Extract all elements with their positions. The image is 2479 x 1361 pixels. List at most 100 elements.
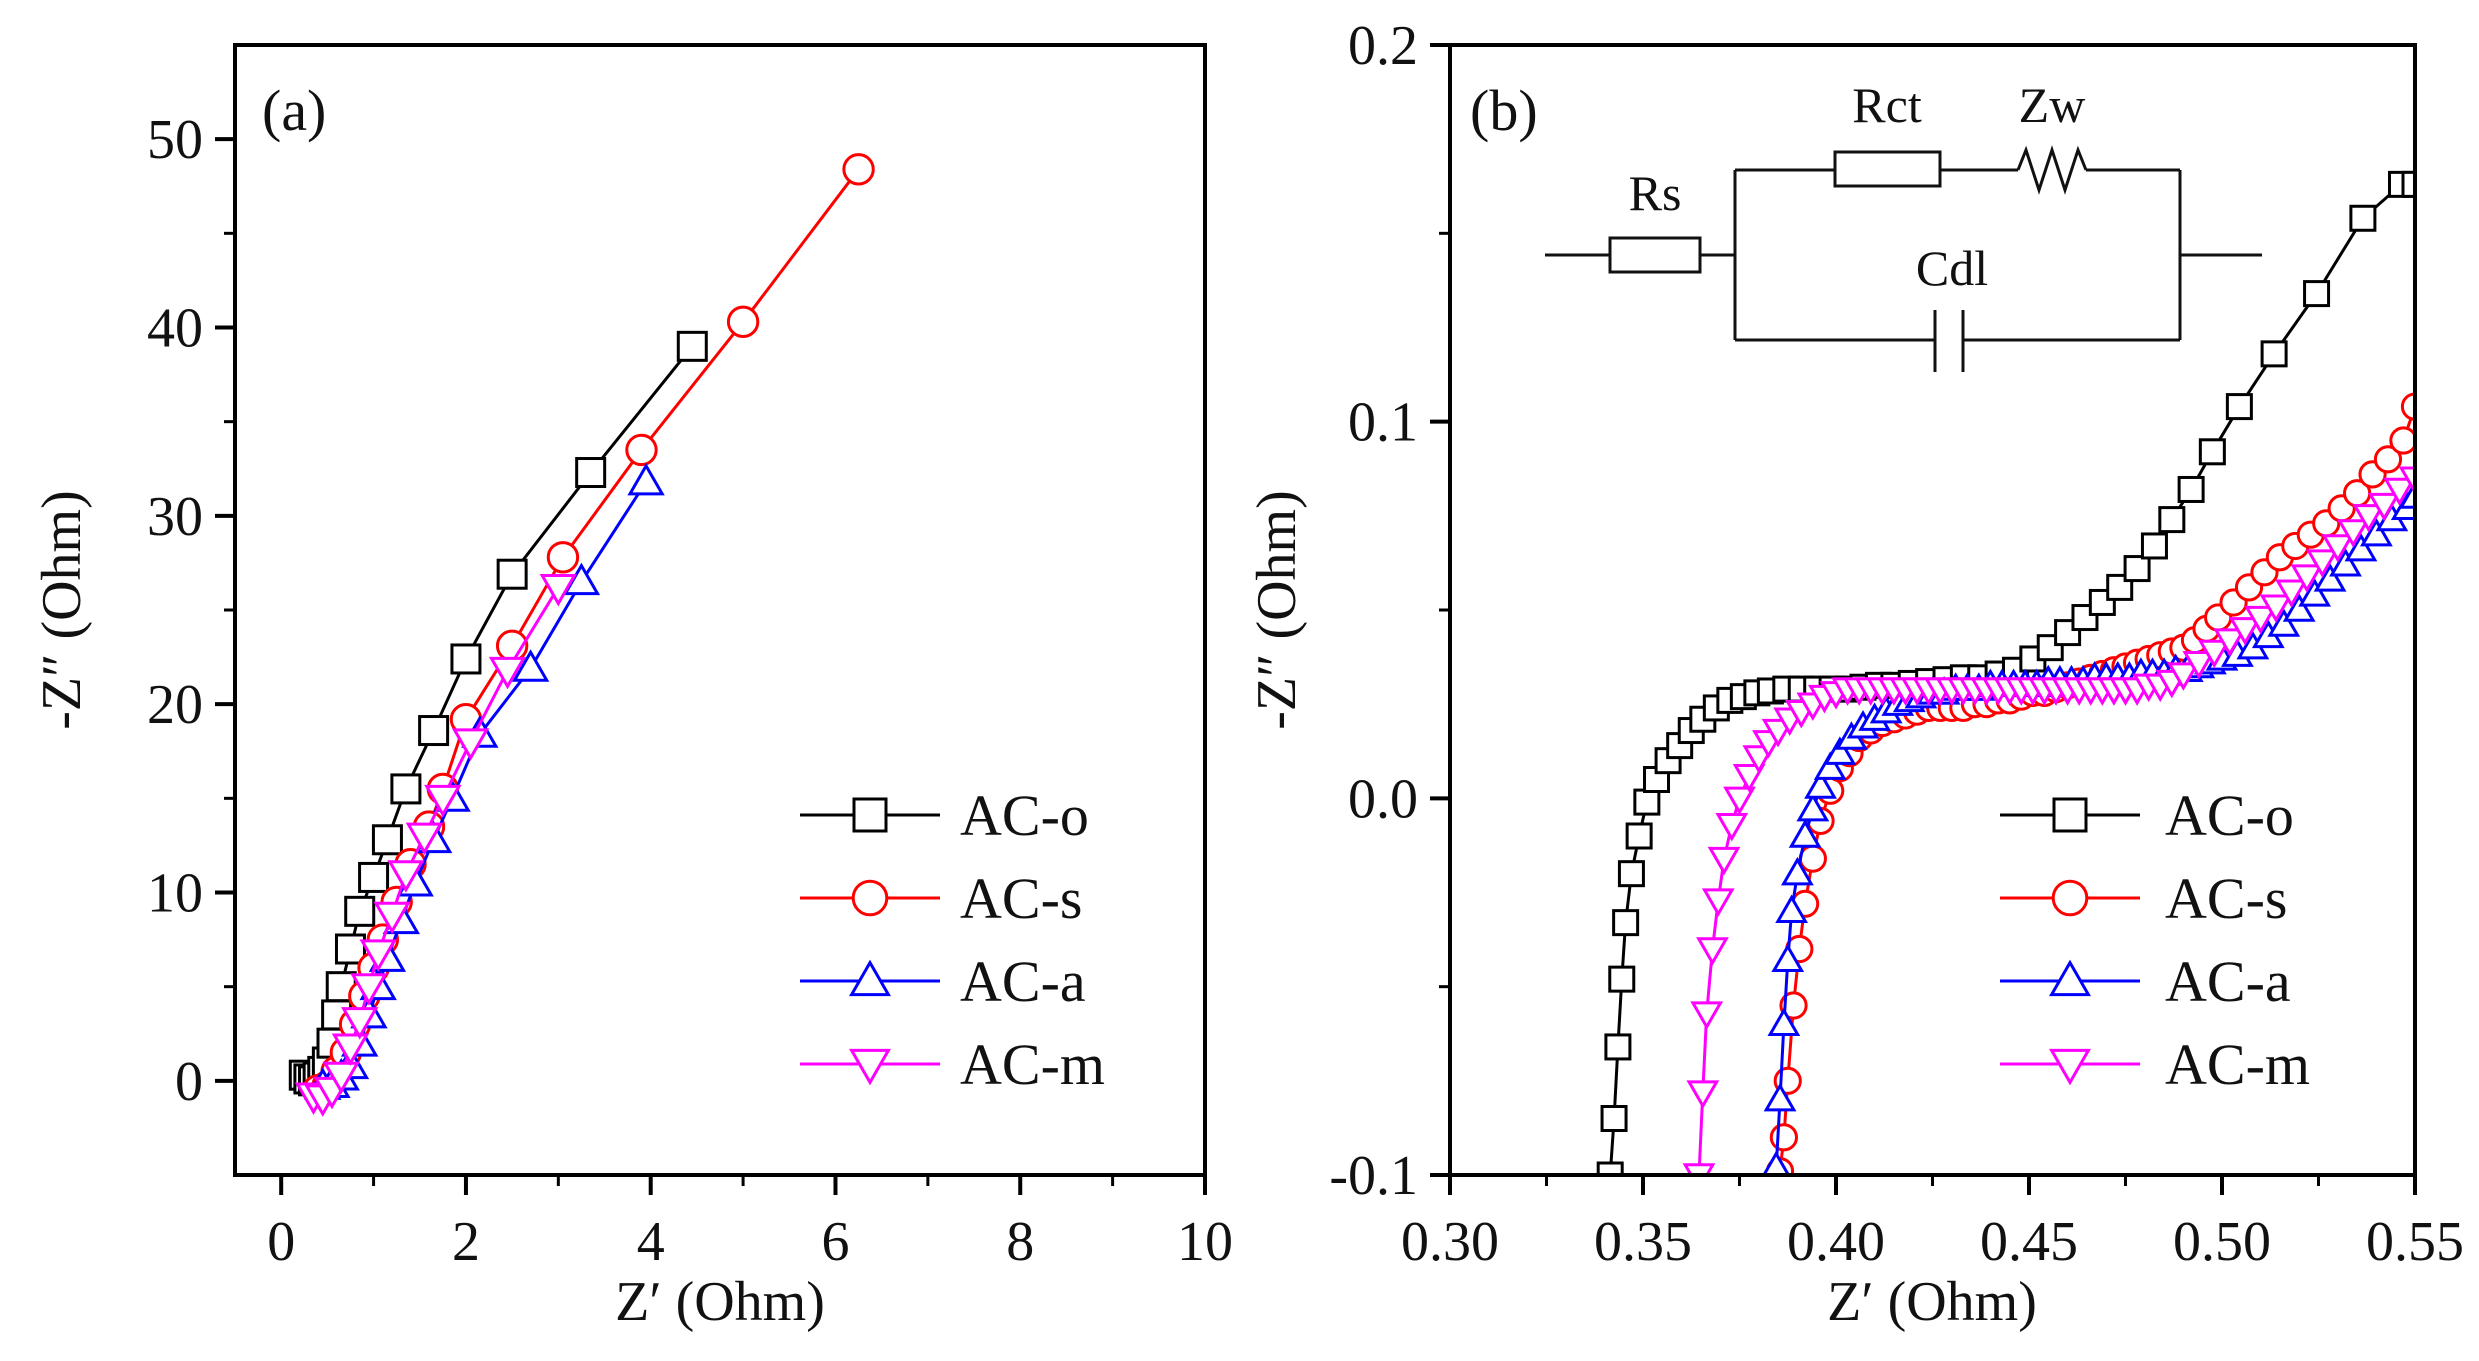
data-point-a-1-16 (726, 305, 760, 339)
data-point-b-3-52 (2259, 594, 2293, 624)
legend-marker-a-2 (849, 959, 891, 997)
legend-marker-b-0 (2052, 797, 2088, 833)
data-point-b-1-54 (2389, 426, 2415, 455)
data-point-a-3-7 (359, 939, 397, 972)
data-point-b-0-0 (1596, 1161, 1624, 1175)
data-point-b-3-4 (1701, 888, 1735, 917)
data-point-a-3-4 (331, 1033, 370, 1067)
data-point-b-3-1 (1686, 1080, 1720, 1109)
data-point-a-3-3 (322, 1061, 360, 1095)
circuit-label-rct: Rct (1852, 77, 1922, 133)
y-tick-label-a-4: 40 (147, 298, 203, 360)
y-tick-label-a-3: 30 (147, 486, 203, 548)
x-axis-label-b: Z′ (Ohm) (1827, 1271, 2037, 1333)
y-tick-label-a-2: 20 (147, 674, 203, 736)
data-point-b-2-53 (2360, 517, 2393, 547)
data-point-b-3-55 (2305, 549, 2339, 578)
data-point-b-3-59 (2367, 492, 2401, 522)
plot-b-ticks: 0.30 0.35 0.40 0.45 0.50 0.55 -0.1 0.0 0.1 0.2 (1329, 15, 2464, 1273)
data-point-b-0-40 (2140, 532, 2168, 560)
data-point-a-0-13 (390, 773, 422, 805)
data-point-b-2-1 (1763, 1082, 1797, 1112)
legend-marker-b-1 (2051, 879, 2089, 917)
data-point-b-0-7 (1633, 788, 1661, 816)
plot-a-data-layer (288, 153, 875, 1117)
data-point-b-1-1 (1769, 1123, 1798, 1152)
circuit-label-zw: Zw (2019, 77, 2086, 133)
data-point-b-0-39 (2123, 555, 2151, 583)
data-point-a-0-10 (344, 895, 376, 927)
y-tick-label-a-1: 10 (147, 863, 203, 925)
data-point-b-1-53 (2373, 445, 2403, 474)
panel-b: 0.30 0.35 0.40 0.45 0.50 0.55 -0.1 0.0 0.1 0.2 (b… (1246, 15, 2464, 1333)
x-tick-label-a-1: 2 (452, 1211, 480, 1273)
data-point-b-2-9 (1813, 751, 1847, 780)
panel-label-a: (a) (262, 78, 326, 143)
data-point-b-0-43 (2198, 438, 2226, 466)
x-tick-label-a-2: 4 (637, 1211, 665, 1273)
data-point-a-0-18 (676, 330, 708, 362)
data-point-b-1-3 (1779, 991, 1808, 1020)
data-point-a-3-6 (350, 973, 388, 1006)
y-tick-label-b-1: 0.0 (1348, 768, 1418, 830)
panel-a: 0 2 4 6 8 10 0 10 20 30 40 50 (a) Z′ (Ohm) -Z″ (Ohm… (31, 43, 1233, 1333)
data-point-b-2-7 (1796, 792, 1830, 822)
data-point-a-0-14 (418, 715, 450, 747)
data-point-b-2-56 (2398, 480, 2415, 509)
data-point-a-3-13 (488, 656, 527, 690)
data-point-a-2-15 (627, 462, 665, 496)
data-point-b-3-8 (1732, 764, 1766, 793)
data-point-b-2-3 (1771, 943, 1805, 972)
data-point-b-2-50 (2313, 563, 2347, 592)
series-group-a (288, 153, 875, 1117)
data-point-a-1-15 (625, 433, 658, 467)
data-point-a-3-5 (341, 1007, 379, 1040)
legend-b: AC-o AC-s AC-a AC-m (2000, 783, 2310, 1097)
legend-label-b-0: AC-o (2165, 783, 2294, 848)
y-tick-label-a-5: 50 (147, 109, 203, 171)
y-axis-label-a: -Z″ (Ohm) (31, 490, 93, 729)
resistor-rs-symbol (1608, 236, 1702, 274)
data-point-b-2-5 (1781, 856, 1814, 886)
data-point-b-2-0 (1762, 1150, 1791, 1175)
data-point-b-2-10 (1823, 736, 1857, 765)
data-point-b-3-6 (1715, 813, 1749, 842)
data-point-b-2-6 (1788, 819, 1822, 848)
y-tick-label-b-0: -0.1 (1329, 1145, 1418, 1207)
data-point-a-0-15 (450, 643, 482, 675)
data-point-b-3-51 (2244, 605, 2277, 635)
data-point-b-0-46 (2303, 280, 2331, 308)
data-point-a-3-8 (373, 901, 411, 935)
x-tick-label-a-0: 0 (267, 1211, 295, 1273)
y-tick-label-a-0: 0 (175, 1051, 203, 1113)
data-point-b-3-50 (2228, 617, 2262, 646)
data-point-b-3-57 (2336, 519, 2370, 548)
data-point-b-2-49 (2298, 578, 2332, 607)
data-point-b-3-49 (2213, 628, 2247, 657)
series-line-a-1 (317, 168, 860, 1092)
data-point-a-3-9 (387, 860, 425, 893)
data-point-b-3-53 (2275, 579, 2308, 608)
data-point-a-3-11 (424, 784, 462, 818)
x-tick-label-b-0: 0.30 (1401, 1211, 1499, 1273)
data-point-b-3-48 (2197, 639, 2231, 669)
warburg-zw-symbol (2016, 145, 2088, 195)
data-point-b-0-49 (2401, 170, 2415, 198)
circuit-label-cdl: Cdl (1916, 240, 1988, 296)
data-point-b-3-60 (2383, 477, 2415, 507)
resistor-rct-symbol (1833, 150, 1942, 188)
data-point-b-0-5 (1617, 860, 1645, 888)
legend-marker-a-0 (852, 797, 888, 833)
data-point-b-0-42 (2177, 475, 2205, 503)
data-point-b-3-3 (1696, 937, 1729, 966)
circuit-label-rs: Rs (1629, 165, 1682, 221)
data-point-b-3-58 (2352, 504, 2386, 533)
legend-label-b-1: AC-s (2165, 866, 2287, 931)
legend-label-b-3: AC-m (2165, 1032, 2310, 1097)
data-point-b-2-47 (2267, 608, 2301, 637)
data-point-b-2-51 (2329, 547, 2362, 577)
data-point-b-3-0 (1682, 1163, 1716, 1175)
x-tick-label-b-1: 0.35 (1594, 1211, 1692, 1273)
data-point-a-0-17 (575, 457, 607, 489)
